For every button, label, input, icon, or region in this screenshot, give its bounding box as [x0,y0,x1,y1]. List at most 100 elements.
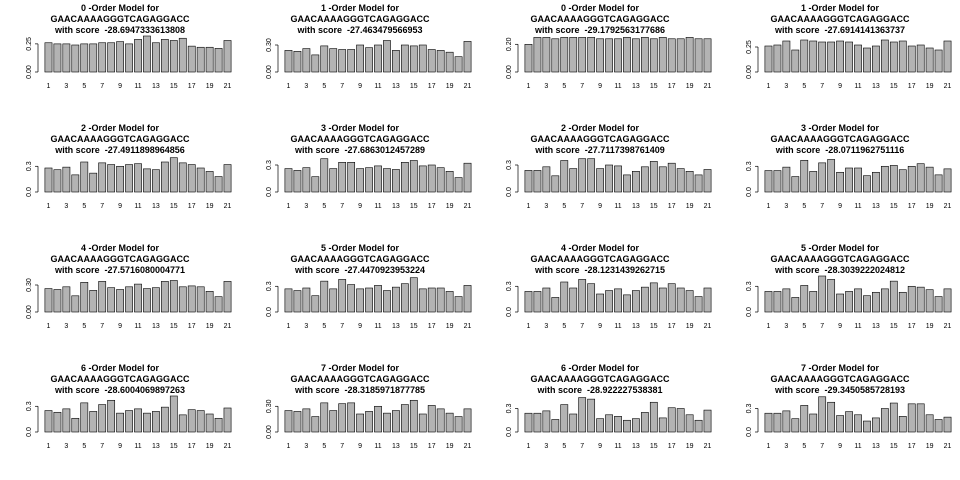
bar-chart: 0.000.301 3 5 7 9 11 13 15 17 19 21 [266,399,472,450]
bar [160,161,169,193]
x-tick-label: 21 [224,203,232,210]
bar [338,49,347,73]
chart-title-line: 6 -Order Model for [560,363,639,373]
bar [205,46,214,73]
x-tick-label: 21 [464,323,472,330]
bar [782,288,791,313]
x-tick-label: 11 [614,323,621,330]
x-tick-label: 1 [47,323,51,330]
x-tick-label: 19 [446,443,454,450]
bar [205,413,214,433]
x-tick-label: 11 [374,83,381,90]
bar [925,289,934,313]
bar [178,37,187,73]
bar [400,161,409,193]
y-tick-label: 0.00 [506,65,513,79]
x-tick-label: 17 [908,443,916,450]
y-tick-label: 0.20 [506,37,513,51]
bar [338,403,347,433]
x-tick-label: 1 [47,443,51,450]
bar [454,56,463,73]
y-tick-label: 0.3 [26,161,33,171]
y-tick-label: 0.3 [26,401,33,411]
x-tick-label: 19 [686,323,694,330]
bar [614,38,622,73]
x-tick-label: 21 [704,83,712,90]
x-tick-label: 13 [872,83,880,90]
x-tick-label: 3 [304,83,308,90]
bar [302,408,311,433]
x-tick-label: 3 [304,323,308,330]
bar [623,37,631,73]
bar [703,287,712,313]
bar [916,403,925,433]
x-tick-label: 19 [926,323,934,330]
chart-title-line: with score -27.6863012457289 [294,145,426,155]
bar [116,165,124,193]
chart-title-line: GAACAAAAGGGTCAGAGGACC [50,14,190,24]
x-tick-label: 1 [287,443,291,450]
bar-chart: 0.000.201 3 5 7 9 11 13 15 17 19 21 [506,37,712,90]
chart-title: 2 -Order Model for GAACAAAAGGGTCAGAGGACC w… [0,123,240,156]
chart-panel: 3 -Order Model for GAACAAAAGGGTCAGAGGACC w… [720,120,960,240]
bar [694,296,703,313]
bar [764,45,773,73]
bar [623,174,631,193]
bar [392,286,400,313]
bar [160,406,169,433]
bar [569,287,578,313]
bar [143,168,151,193]
chart-title-line: with score -28.1231439262715 [534,265,666,275]
bar [560,404,569,433]
bar [658,287,667,313]
bar [62,408,71,433]
chart-panel: 2 -Order Model for GAACAAAAGGGTCAGAGGACC w… [0,120,240,240]
x-tick-label: 3 [544,323,548,330]
bar [71,174,80,193]
bar-chart: 0.000.251 3 5 7 9 11 13 15 17 19 21 [26,35,232,90]
bar [223,407,232,433]
bar [764,412,773,433]
bar [782,166,791,193]
bar [160,39,169,73]
bar [365,287,373,313]
x-tick-label: 1 [287,83,291,90]
x-tick-label: 17 [668,443,676,450]
x-tick-label: 11 [614,443,621,450]
x-tick-label: 19 [446,83,454,90]
chart-title-line: 4 -Order Model for [80,243,159,253]
bar [205,290,214,313]
y-tick-label: 0.3 [746,404,753,414]
chart-title: 3 -Order Model for GAACAAAAGGGTCAGAGGACC w… [240,123,480,156]
chart-panel: 5 -Order Model for GAACAAAAGGGTCAGAGGACC w… [720,240,960,360]
x-tick-label: 17 [428,83,436,90]
bar [934,296,943,313]
bar [524,412,533,433]
chart-title: 4 -Order Model for GAACAAAAGGGTCAGAGGACC w… [0,243,240,276]
x-tick-label: 21 [464,203,472,210]
bar [703,409,712,433]
bar [605,38,613,73]
x-tick-label: 3 [304,443,308,450]
x-tick-label: 13 [872,323,880,330]
bar [143,288,151,313]
chart-title-line: 6 -Order Model for [80,363,159,373]
bar [854,44,862,73]
bar [223,40,232,73]
x-tick-label: 21 [464,83,472,90]
chart-title-line: with score -27.6914141363737 [774,25,906,35]
bar [649,38,658,73]
bar [551,297,560,313]
x-tick-label: 1 [767,323,771,330]
chart-panel: 0 -Order Model for GAACAAAAGGGTCAGAGGACC w… [0,0,240,120]
bar [791,49,800,73]
x-tick-label: 17 [908,323,916,330]
bar [293,411,302,433]
x-tick-label: 21 [944,83,952,90]
x-tick-label: 5 [322,443,326,450]
chart-title: 7 -Order Model for GAACAAAAGGGTCAGAGGACC w… [240,363,480,396]
chart-title: 6 -Order Model for GAACAAAAGGGTCAGAGGACC w… [0,363,240,396]
bar [178,162,187,193]
bar [80,43,89,73]
bar [284,288,293,313]
